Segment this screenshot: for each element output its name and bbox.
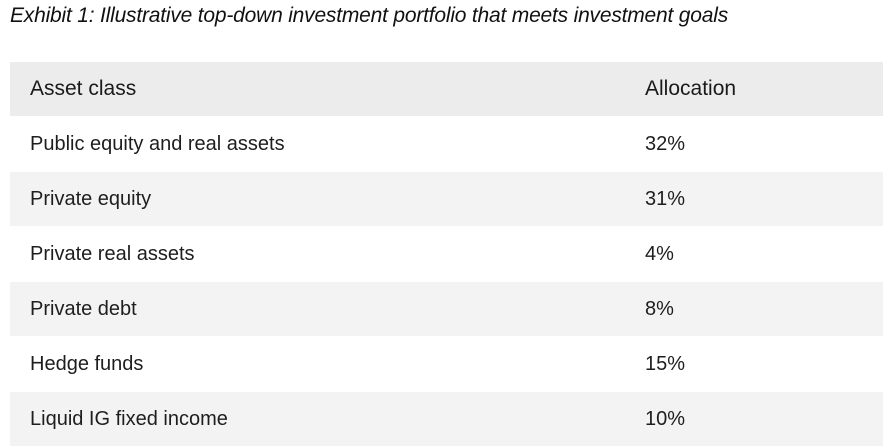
asset-class-cell: Hedge funds: [30, 352, 144, 375]
asset-class-cell: Liquid IG fixed income: [30, 407, 228, 430]
header-asset-class: Asset class: [30, 77, 137, 100]
table-row: Private equity 31%: [10, 171, 883, 226]
allocation-table: Asset class Allocation Public equity and…: [10, 62, 883, 446]
table-row: Liquid IG fixed income 10%: [10, 391, 883, 446]
allocation-cell: 8%: [645, 297, 674, 320]
table-header-row: Asset class Allocation: [10, 62, 883, 116]
table-row: Public equity and real assets 32%: [10, 116, 883, 171]
allocation-cell: 32%: [645, 132, 686, 155]
exhibit-title: Exhibit 1: Illustrative top-down investm…: [10, 4, 728, 27]
asset-class-cell: Private real assets: [30, 242, 195, 265]
allocation-cell: 10%: [645, 407, 686, 430]
allocation-cell: 31%: [645, 187, 686, 210]
asset-class-cell: Private equity: [30, 187, 152, 210]
allocation-cell: 15%: [645, 352, 686, 375]
header-allocation: Allocation: [645, 77, 737, 100]
asset-class-cell: Public equity and real assets: [30, 132, 285, 155]
allocation-cell: 4%: [645, 242, 674, 265]
table-row: Hedge funds 15%: [10, 336, 883, 391]
table-row: Private real assets 4%: [10, 226, 883, 281]
table-row: Private debt 8%: [10, 281, 883, 336]
asset-class-cell: Private debt: [30, 297, 137, 320]
